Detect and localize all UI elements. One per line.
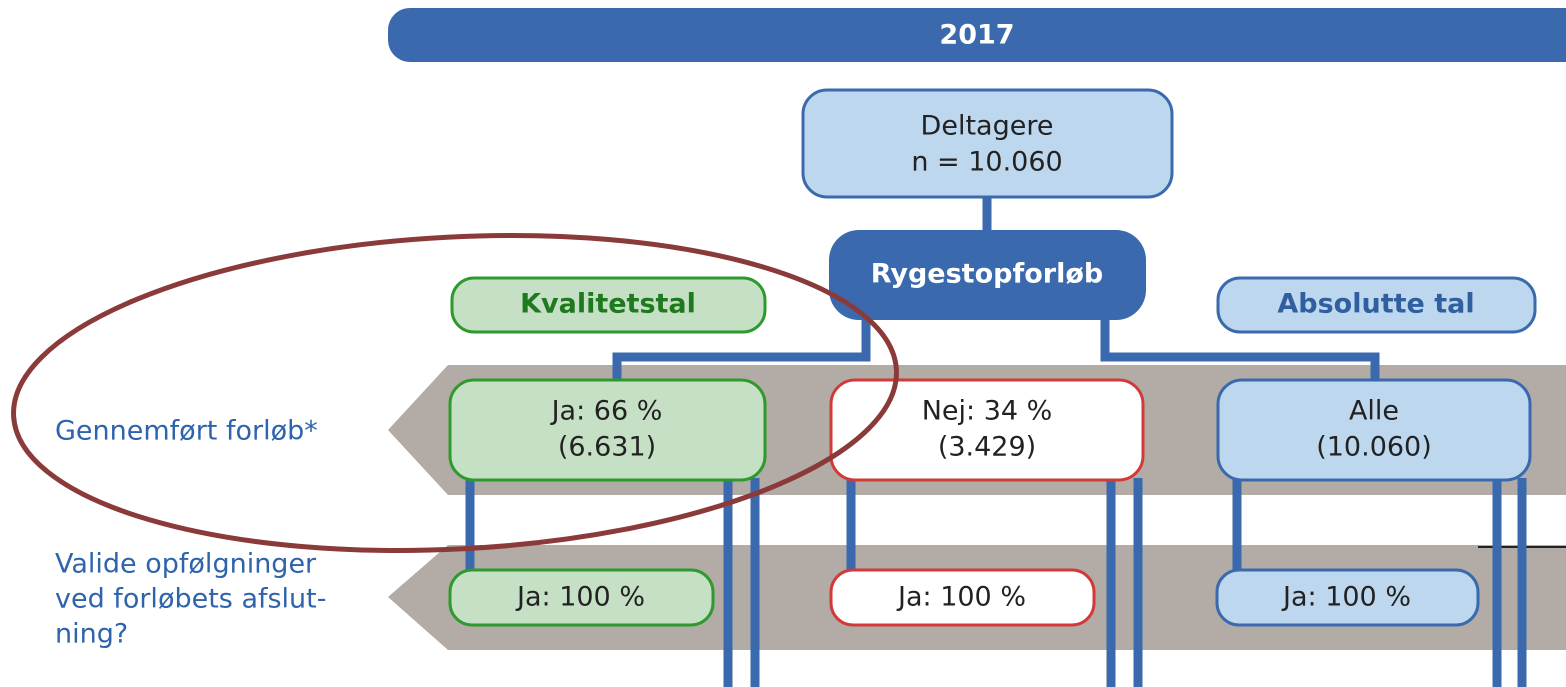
- participants-box: [801, 88, 1174, 199]
- cell-text: Nej: 34 %: [922, 396, 1053, 427]
- connectors: [465, 195, 1527, 687]
- row-label: Gennemført forløb*: [55, 416, 318, 447]
- row-label: Valide opfølgninger: [55, 549, 317, 580]
- cell-text: (10.060): [1316, 432, 1432, 463]
- participants-title: Deltagere: [921, 111, 1054, 142]
- highlight-ellipse: [11, 233, 899, 553]
- absolute-label: Absolutte tal: [1277, 289, 1474, 320]
- cell-box: [448, 568, 715, 627]
- cell-text: (3.429): [938, 432, 1036, 463]
- cell-text: Ja: 100 %: [896, 582, 1026, 613]
- cell-box: [829, 378, 1145, 482]
- year: 2017: [939, 20, 1014, 51]
- cell-text: Ja: 100 %: [1281, 582, 1411, 613]
- quality-label: Kvalitetstal: [520, 289, 696, 320]
- course-box: [829, 230, 1146, 320]
- absolute-header: [1216, 276, 1537, 334]
- course-label: Rygestopforløb: [871, 259, 1103, 290]
- cell-text: Ja: 66 %: [550, 396, 663, 427]
- cell-text: (6.631): [558, 432, 656, 463]
- cell-box: [1216, 378, 1532, 482]
- cell-text: Ja: 100 %: [515, 582, 645, 613]
- cell-box: [829, 568, 1096, 627]
- cell-box: [448, 378, 767, 482]
- participants-count: n = 10.060: [911, 147, 1062, 178]
- header-bar: [388, 8, 1566, 62]
- cell-box: [1215, 568, 1480, 627]
- quality-header: [450, 276, 767, 334]
- row-label: ved forløbets afslut-: [55, 584, 327, 615]
- cell-text: Alle: [1349, 396, 1399, 427]
- row-label: ning?: [55, 619, 128, 650]
